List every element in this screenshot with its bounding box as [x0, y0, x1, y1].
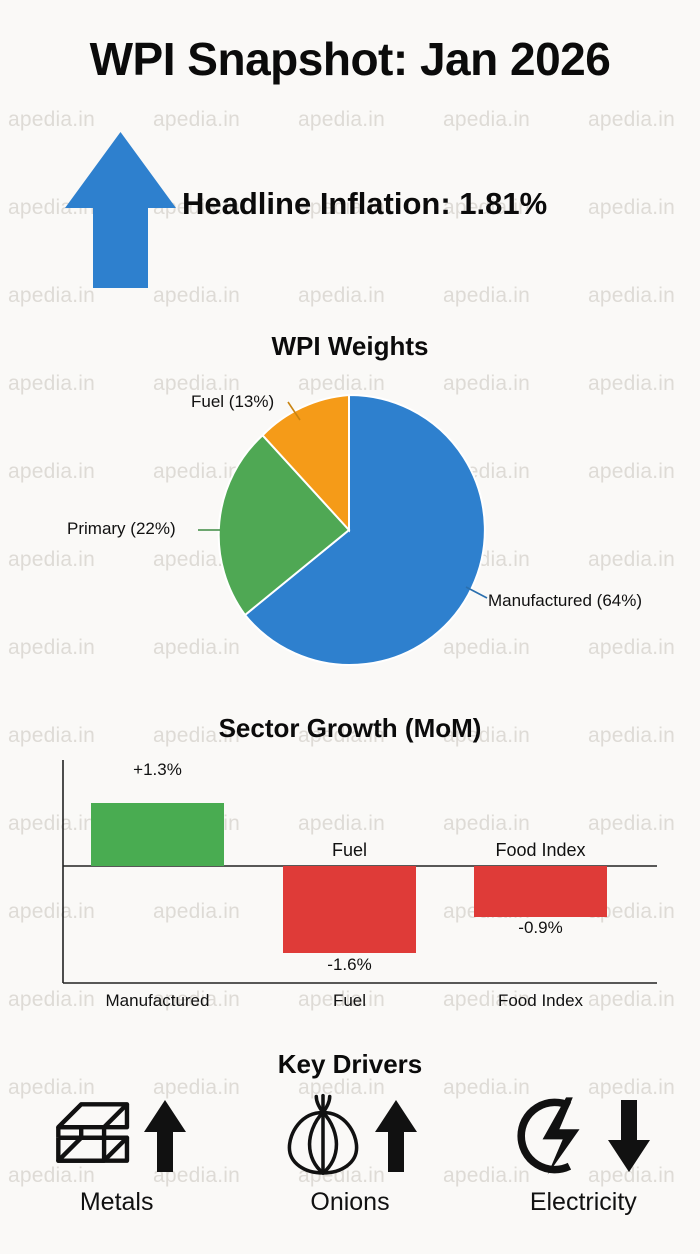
key-drivers-row: Metals: [0, 1090, 700, 1217]
bar-category-manufactured: Manufactured: [105, 991, 210, 1010]
pie-label-manufactured: Manufactured (64%): [488, 591, 643, 610]
bar-manufactured: [91, 803, 224, 866]
driver-icons-metals: [46, 1090, 188, 1182]
up-arrow-icon: [65, 132, 176, 288]
bar-category-food-index: Food Index: [497, 991, 584, 1010]
pie-slice-manufactured: [243, 393, 486, 666]
electricity-bolt-icon: [517, 1097, 580, 1175]
wpi-weights-pie-chart: Fuel (13%) Primary (22%) Manufactured (6…: [0, 380, 700, 680]
driver-item-electricity: Electricity: [467, 1090, 700, 1217]
watermark-text: apedia.in: [443, 108, 531, 131]
watermark-text: apedia.in: [588, 108, 676, 131]
watermark-text: apedia.in: [588, 284, 676, 307]
pie-label-primary: Primary (22%): [67, 519, 176, 538]
driver-item-metals: Metals: [0, 1090, 233, 1217]
key-drivers-title: Key Drivers: [277, 1049, 423, 1079]
pie-slice-primary: [217, 433, 351, 617]
up-arrow-icon: [374, 1100, 417, 1172]
onion-icon: [287, 1093, 359, 1175]
driver-icons-electricity: [514, 1090, 652, 1182]
headline-inflation-text: Headline Inflation: 1.81%: [182, 186, 548, 221]
bar-fuel: [283, 866, 416, 953]
sector-growth-bar-chart: +1.3% -1.6% -0.9% Fuel Food Index Manufa…: [0, 750, 700, 1010]
page-title: WPI Snapshot: Jan 2026: [89, 33, 611, 85]
up-arrow-icon: [143, 1100, 186, 1172]
bar-category-fuel: Fuel: [332, 991, 367, 1010]
pie-svg: [198, 393, 488, 666]
driver-icons-onions: [281, 1090, 419, 1182]
pie-slice-fuel: [261, 393, 350, 533]
watermark-text: apedia.in: [443, 284, 531, 307]
leader-line-fuel: [287, 401, 301, 421]
down-arrow-icon: [608, 1100, 651, 1172]
bar-inline-label-food-index: Food Index: [495, 840, 586, 860]
bar-value-fuel: -1.6%: [327, 955, 372, 974]
watermark-text: apedia.in: [153, 108, 241, 131]
bar-value-food-index: -0.9%: [518, 918, 563, 937]
ibeam-icon: [55, 1102, 129, 1163]
watermark-text: apedia.in: [298, 108, 386, 131]
driver-item-onions: Onions: [233, 1090, 466, 1217]
watermark-text: apedia.in: [298, 284, 386, 307]
watermark-text: apedia.in: [588, 196, 676, 219]
driver-label-electricity: Electricity: [529, 1188, 637, 1216]
leader-line-manufactured: [465, 586, 488, 599]
bar-svg: [62, 760, 657, 984]
bar-value-manufactured: +1.3%: [133, 760, 182, 779]
pie-label-fuel: Fuel (13%): [191, 392, 275, 411]
bar-inline-label-fuel: Fuel: [331, 840, 367, 860]
driver-label-onions: Onions: [310, 1188, 390, 1216]
watermark-text: apedia.in: [8, 108, 96, 131]
bar-food-index: [474, 866, 607, 917]
driver-label-metals: Metals: [79, 1188, 154, 1216]
bar-chart-title: Sector Growth (MoM): [218, 713, 482, 743]
pie-chart-title: WPI Weights: [271, 331, 429, 361]
